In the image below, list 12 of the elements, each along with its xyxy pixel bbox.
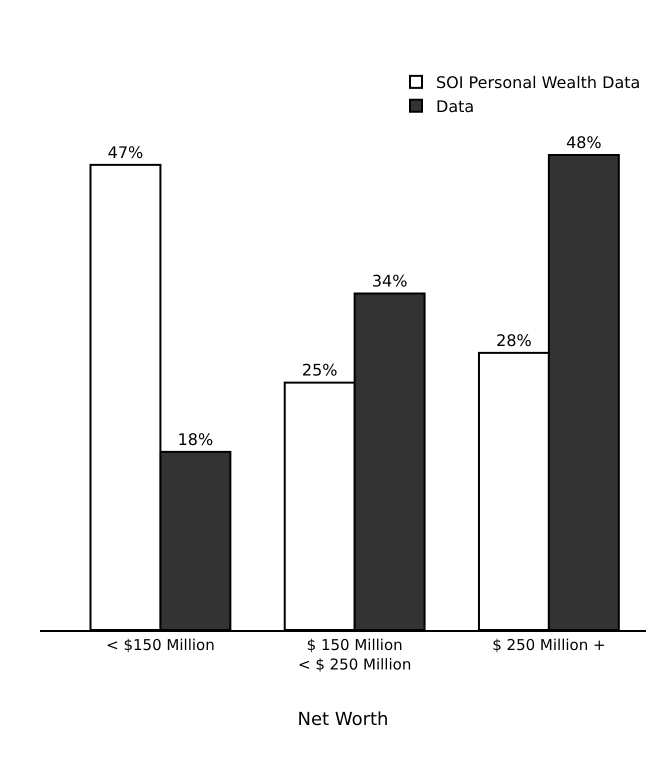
data-label: 47% — [108, 142, 144, 162]
x-tick-label: $ 150 Million < $ 250 Million — [298, 636, 412, 674]
x-tick-label: < $150 Million — [106, 636, 215, 654]
data-label: 48% — [566, 133, 602, 152]
data-label: 28% — [496, 330, 532, 350]
x-tick-label: $ 250 Million + — [492, 636, 606, 654]
data-label: 18% — [178, 430, 214, 449]
x-axis-title: Net Worth — [298, 709, 388, 730]
legend-label: SOI Personal Wealth Data — [436, 73, 640, 92]
data-label: 25% — [302, 360, 338, 380]
legend-label: Data — [436, 96, 474, 116]
data-label: 34% — [372, 272, 408, 291]
